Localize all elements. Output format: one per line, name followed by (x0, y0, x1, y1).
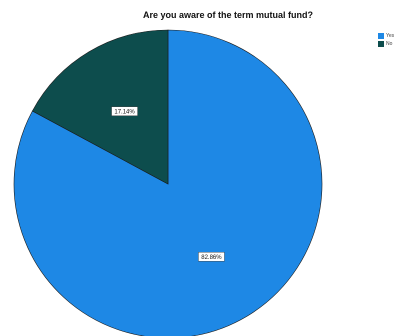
svg-text:82.86%: 82.86% (201, 255, 222, 261)
legend-swatch-yes (378, 33, 384, 39)
pie-slice-no (31, 29, 169, 185)
legend-swatch-no (378, 41, 384, 47)
legend-label-yes: Yes (386, 33, 395, 39)
legend-label-no: No (386, 41, 393, 47)
data-label-yes: 82.86% (198, 252, 225, 262)
svg-text:17.14%: 17.14% (114, 109, 135, 115)
pie-slice-yes (13, 29, 323, 336)
chart-title: Are you aware of the term mutual fund? (142, 10, 314, 20)
legend-item-no: No (378, 40, 394, 48)
legend: Yes No (378, 32, 394, 48)
data-label-no: 17.14% (111, 106, 138, 116)
legend-item-yes: Yes (378, 32, 394, 40)
